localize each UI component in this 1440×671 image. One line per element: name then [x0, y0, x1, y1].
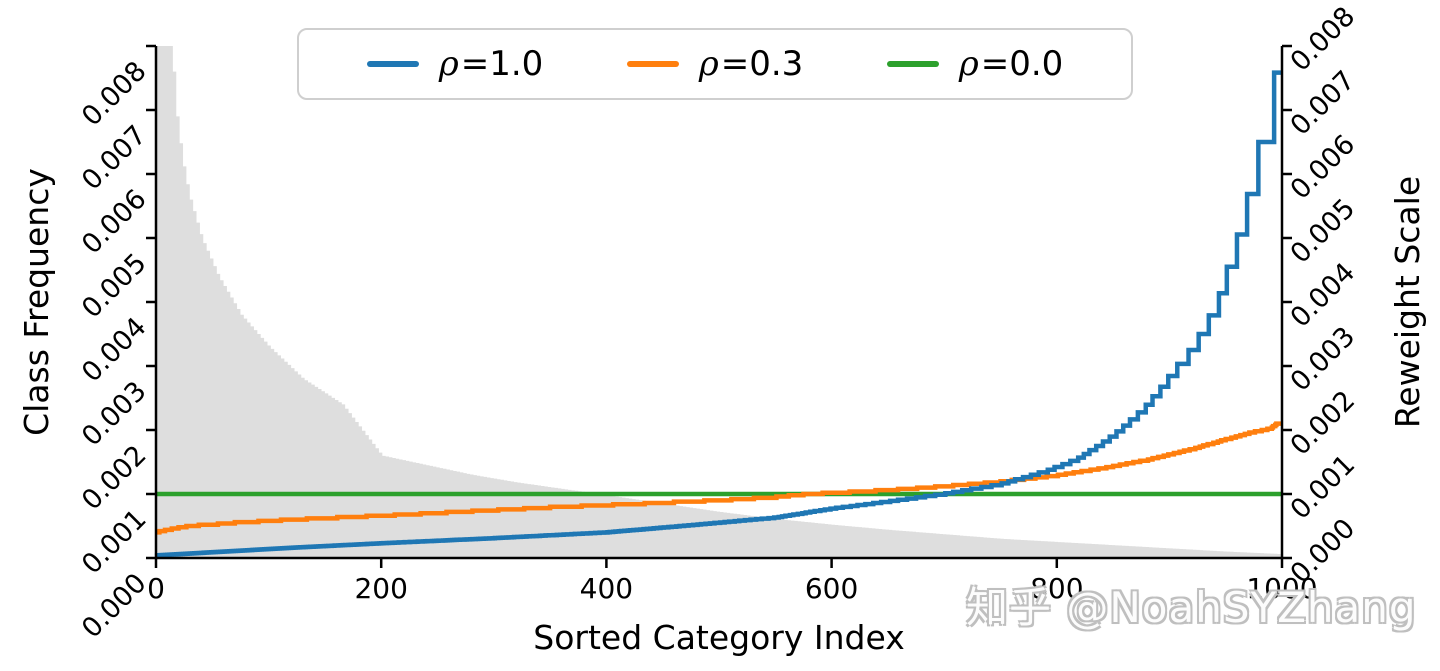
- legend-label-rho-1.0: ρ=1.0: [438, 44, 544, 84]
- x-tick-label-400: 400: [579, 572, 634, 605]
- x-tick-label-200: 200: [354, 572, 408, 605]
- axes-spines-and-ticks: [146, 44, 1292, 568]
- legend-line-swatch-rho-0.3: [626, 61, 679, 67]
- right-axis-title: Reweight Scale: [1388, 175, 1427, 429]
- left-axis-title: Class Frequency: [17, 168, 56, 436]
- legend-item-rho-0.3: ρ=0.3: [626, 44, 804, 84]
- watermark: 知乎 @NoahSYZhang: [966, 583, 1417, 632]
- legend-line-swatch-rho-1.0: [366, 61, 419, 67]
- x-tick-label-1000: 1000: [1246, 572, 1318, 605]
- legend-item-rho-0.0: ρ=0.0: [886, 44, 1064, 84]
- legend-label-rho-0.0: ρ=0.0: [958, 44, 1064, 84]
- rho-0.3-line: [156, 421, 1282, 535]
- rho-1.0-line: [154, 70, 1282, 558]
- legend-line-swatch-rho-0.0: [886, 61, 939, 67]
- x-axis-title: Sorted Category Index: [533, 618, 905, 657]
- legend: ρ=1.0 ρ=0.3 ρ=0.0: [297, 28, 1133, 100]
- legend-item-rho-1.0: ρ=1.0: [366, 44, 544, 84]
- legend-label-rho-0.3: ρ=0.3: [698, 44, 804, 84]
- x-tick-label-800: 800: [1030, 572, 1084, 605]
- x-tick-label-600: 600: [804, 572, 859, 605]
- x-tick-label-0: 0: [147, 572, 165, 605]
- class-frequency-area-area: [156, 46, 1281, 558]
